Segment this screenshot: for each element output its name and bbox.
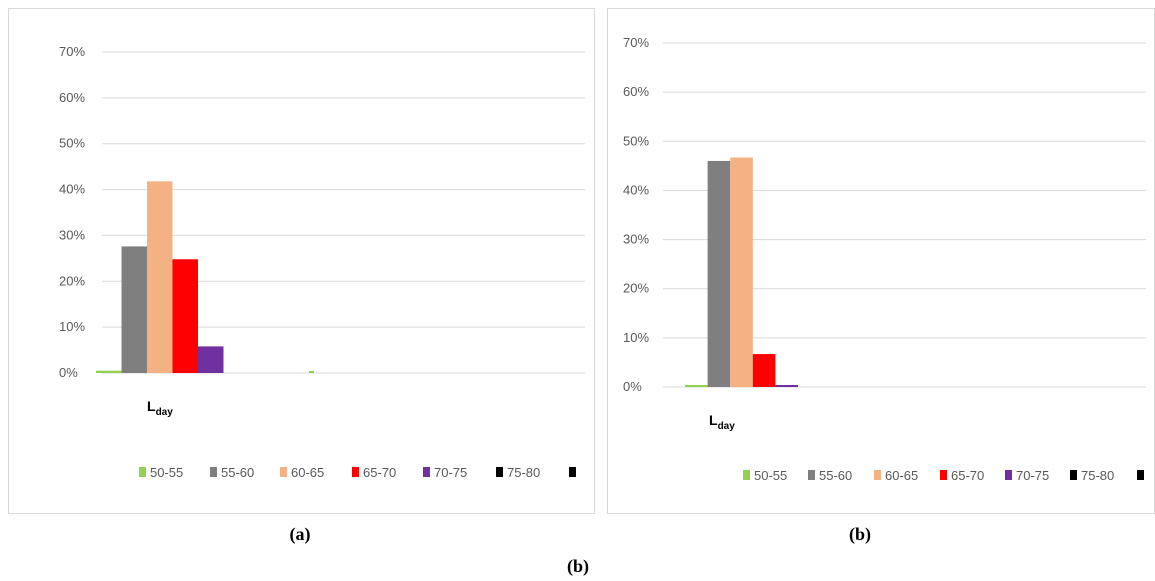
legend-swatch — [352, 467, 359, 477]
bar-65-70 — [752, 354, 776, 387]
legend-swatch — [743, 470, 750, 480]
bar-70-75 — [198, 346, 224, 373]
bar-55-60 — [121, 246, 147, 373]
bar-50-55 — [685, 385, 708, 387]
y-tick-label: 60% — [623, 84, 649, 99]
figure-caption: (b) — [567, 556, 589, 576]
legend-swatch — [1005, 470, 1012, 480]
chart-a: 0% 10% 20% 30% 40% 50% 60% 70% Lday 50-55 55-60 60-… — [59, 44, 585, 480]
legend-label: 75-80 — [507, 465, 540, 480]
y-tick-label: 50% — [59, 136, 85, 151]
y-tick-label: 70% — [59, 44, 85, 59]
caption-b: (b) — [849, 524, 871, 544]
y-tick-label: 40% — [623, 182, 649, 197]
category-label: Lday — [709, 412, 735, 432]
y-tick-label: 10% — [623, 330, 649, 345]
legend-label: 55-60 — [221, 465, 254, 480]
chart-panel-b: 0% 10% 20% 30% 40% 50% 60% 70% Lday 50-55 55-60 60-… — [607, 8, 1155, 514]
y-tick-label: 20% — [623, 281, 649, 296]
y-tick-label: 60% — [59, 90, 85, 105]
y-tick-label: 0% — [59, 365, 78, 380]
bar-70-75 — [775, 385, 798, 387]
y-tick-label: 0% — [623, 379, 642, 394]
legend-swatch — [569, 467, 576, 477]
legend-swatch — [874, 470, 881, 480]
y-tick-label: 40% — [59, 182, 85, 197]
legend-label: 70-75 — [1016, 468, 1049, 483]
legend-label: 65-70 — [951, 468, 984, 483]
legend-label: 60-65 — [291, 465, 324, 480]
legend-swatch — [423, 467, 430, 477]
legend-swatch — [496, 467, 503, 477]
caption-a: (a) — [289, 524, 311, 544]
bar-65-70 — [172, 259, 198, 373]
y-tick-label: 30% — [59, 227, 85, 242]
legend-label: 70-75 — [434, 465, 467, 480]
y-tick-label: 10% — [59, 319, 85, 334]
legend-label: 65-70 — [363, 465, 396, 480]
category-label: Lday — [147, 398, 173, 418]
bar-marker — [309, 371, 314, 373]
legend-swatch — [1137, 470, 1144, 480]
chart-panel-a: 0% 10% 20% 30% 40% 50% 60% 70% Lday 50-55 55-60 60-… — [8, 8, 595, 514]
y-tick-label: 20% — [59, 273, 85, 288]
legend-label: 50-55 — [150, 465, 183, 480]
bar-60-65 — [730, 157, 753, 387]
bar-50-55 — [96, 370, 122, 373]
legend-swatch — [139, 467, 146, 477]
bar-55-60 — [707, 160, 731, 387]
legend-swatch — [1070, 470, 1077, 480]
chart-b: 0% 10% 20% 30% 40% 50% 60% 70% Lday 50-55 55-60 60-… — [623, 35, 1146, 483]
legend-swatch — [280, 467, 287, 477]
bar-60-65 — [147, 181, 173, 373]
y-tick-label: 70% — [623, 35, 649, 50]
legend-label: 55-60 — [819, 468, 852, 483]
legend-label: 50-55 — [754, 468, 787, 483]
y-tick-label: 50% — [623, 133, 649, 148]
legend-swatch — [210, 467, 217, 477]
legend-label: 75-80 — [1081, 468, 1114, 483]
legend-swatch — [808, 470, 815, 480]
legend-label: 60-65 — [885, 468, 918, 483]
y-tick-label: 30% — [623, 232, 649, 247]
legend-swatch — [940, 470, 947, 480]
